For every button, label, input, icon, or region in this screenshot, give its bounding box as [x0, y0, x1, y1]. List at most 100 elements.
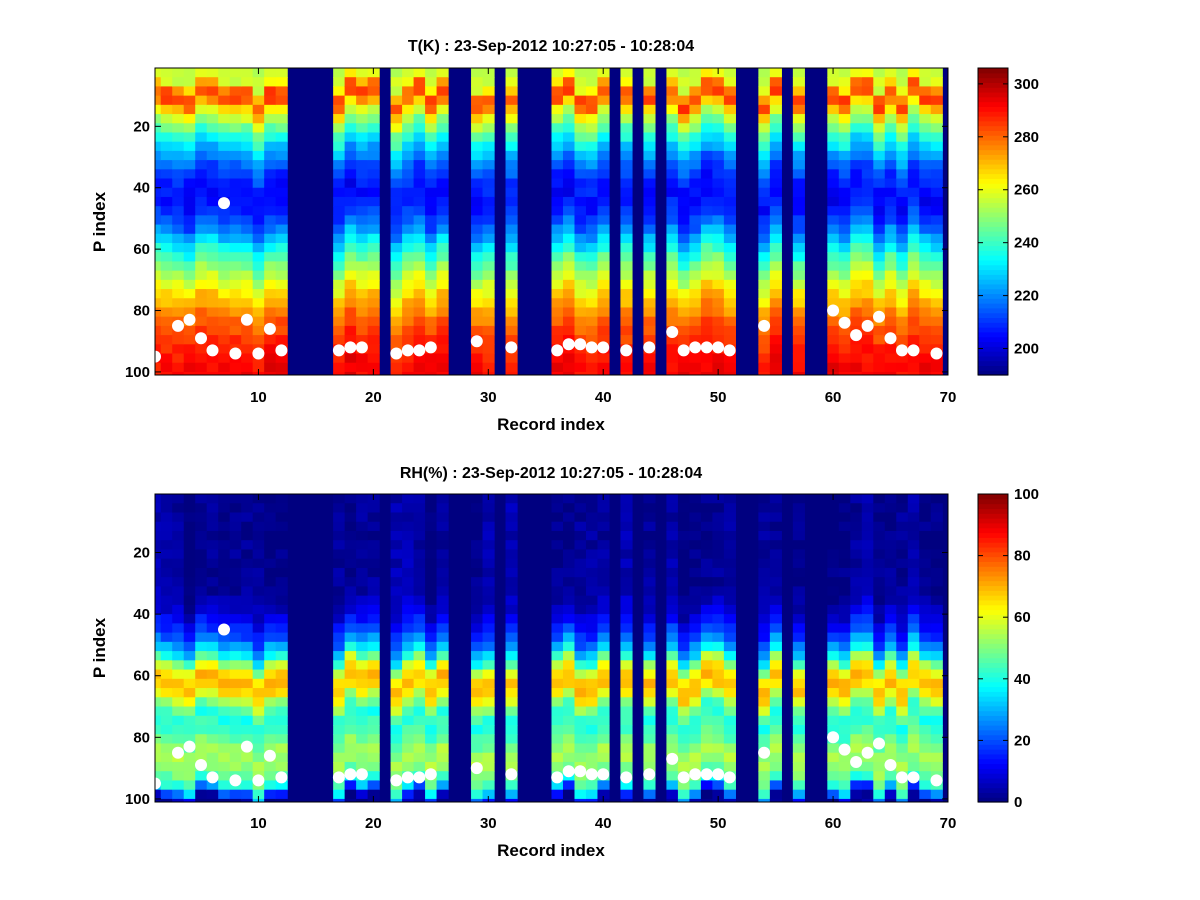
heatmap-cell: [367, 187, 380, 198]
heatmap-cell: [275, 224, 288, 235]
heatmap-cell: [195, 233, 208, 244]
heatmap-cell: [390, 641, 403, 652]
heatmap-cell: [574, 233, 587, 244]
heatmap-cell: [907, 604, 920, 615]
colorbar-segment: [978, 556, 1008, 562]
heatmap-cell: [195, 242, 208, 253]
heatmap-cell: [792, 678, 805, 689]
heatmap-cell: [482, 215, 495, 226]
heatmap-cell: [677, 187, 691, 198]
heatmap-cell: [850, 688, 863, 698]
heatmap-cell: [229, 549, 242, 560]
heatmap-cell: [356, 706, 369, 717]
heatmap-cell: [241, 104, 254, 115]
colorbar-segment: [978, 187, 1008, 194]
heatmap-cell: [241, 752, 254, 763]
heatmap-cell: [275, 206, 288, 216]
heatmap-cell: [505, 141, 518, 152]
heatmap-cell: [160, 771, 173, 782]
heatmap-cell: [264, 734, 277, 745]
heatmap-cell: [195, 252, 208, 263]
heatmap-cell: [689, 780, 702, 791]
heatmap-cell: [344, 651, 357, 661]
heatmap-cell: [827, 132, 840, 143]
heatmap-cell: [827, 316, 840, 327]
heatmap-cell: [160, 196, 173, 207]
heatmap-cell: [896, 595, 909, 606]
heatmap-cell: [482, 660, 495, 671]
heatmap-cell: [218, 289, 231, 299]
colorbar-segment: [978, 346, 1008, 352]
heatmap-cell: [482, 104, 495, 115]
heatmap-cell: [160, 325, 173, 336]
heatmap-cell: [218, 104, 231, 115]
heatmap-cell: [585, 761, 599, 772]
colorbar-segment: [978, 518, 1008, 524]
heatmap-cell: [585, 558, 599, 569]
heatmap-cell: [195, 362, 208, 373]
heatmap-cell: [585, 494, 599, 504]
heatmap-cell: [620, 651, 633, 661]
heatmap-cell: [838, 558, 851, 569]
heatmap-cell: [390, 521, 403, 532]
heatmap-cell: [160, 752, 173, 763]
heatmap-cell: [436, 512, 449, 523]
heatmap-cell: [884, 549, 897, 560]
heatmap-cell: [195, 196, 208, 207]
heatmap-cell: [907, 77, 920, 88]
heatmap-cell: [264, 86, 277, 97]
heatmap-cell: [482, 752, 495, 763]
heatmap-cell: [505, 780, 518, 791]
heatmap-cell: [884, 206, 897, 216]
heatmap-cell: [333, 77, 346, 88]
heatmap-cell: [229, 325, 242, 336]
heatmap-cell: [275, 641, 288, 652]
heatmap-cell: [356, 678, 369, 689]
heatmap-cell: [367, 530, 380, 541]
heatmap-cell: [206, 123, 219, 134]
heatmap-cell: [344, 734, 357, 745]
heatmap-cell: [792, 761, 805, 772]
heatmap-cell: [896, 715, 909, 726]
heatmap-cell: [597, 669, 610, 680]
heatmap-cell: [677, 743, 691, 754]
heatmap-cell: [873, 614, 886, 624]
heatmap-cell: [436, 669, 449, 680]
heatmap-cell: [436, 344, 449, 355]
heatmap-cell: [413, 512, 426, 523]
heatmap-cell: [873, 233, 886, 244]
heatmap-cell: [425, 224, 438, 235]
heatmap-cell: [930, 279, 943, 290]
heatmap-cell: [597, 123, 610, 134]
heatmap-cell: [585, 68, 599, 78]
heatmap-cell: [471, 298, 484, 309]
heatmap-cell: [666, 725, 679, 735]
heatmap-cell: [677, 586, 691, 597]
heatmap-cell: [700, 660, 713, 671]
heatmap-cell: [195, 752, 208, 763]
heatmap-cell: [195, 494, 208, 504]
heatmap-cell: [930, 196, 943, 207]
heatmap-cell: [264, 224, 277, 235]
heatmap-cell: [551, 688, 564, 698]
colorbar-segment: [978, 269, 1008, 275]
heatmap-cell: [505, 252, 518, 263]
heatmap-cell: [585, 521, 599, 532]
heatmap-cell: [160, 604, 173, 615]
heatmap-cell: [712, 252, 725, 263]
heatmap-cell: [551, 132, 564, 143]
heatmap-cell: [712, 224, 725, 235]
heatmap-cell: [620, 614, 633, 624]
colorbar-segment: [978, 604, 1008, 611]
heatmap-cell: [413, 678, 426, 689]
heatmap-cell: [195, 540, 208, 551]
colorbar-frame: [977, 67, 1009, 376]
heatmap-cell: [206, 494, 219, 504]
heatmap-cell: [264, 798, 277, 802]
heatmap-cell: [896, 577, 909, 587]
heatmap-cell: [597, 651, 610, 661]
heatmap-cell: [195, 798, 208, 802]
heatmap-cell: [172, 530, 185, 541]
heatmap-cell: [413, 187, 426, 198]
heatmap-cell: [850, 353, 863, 364]
